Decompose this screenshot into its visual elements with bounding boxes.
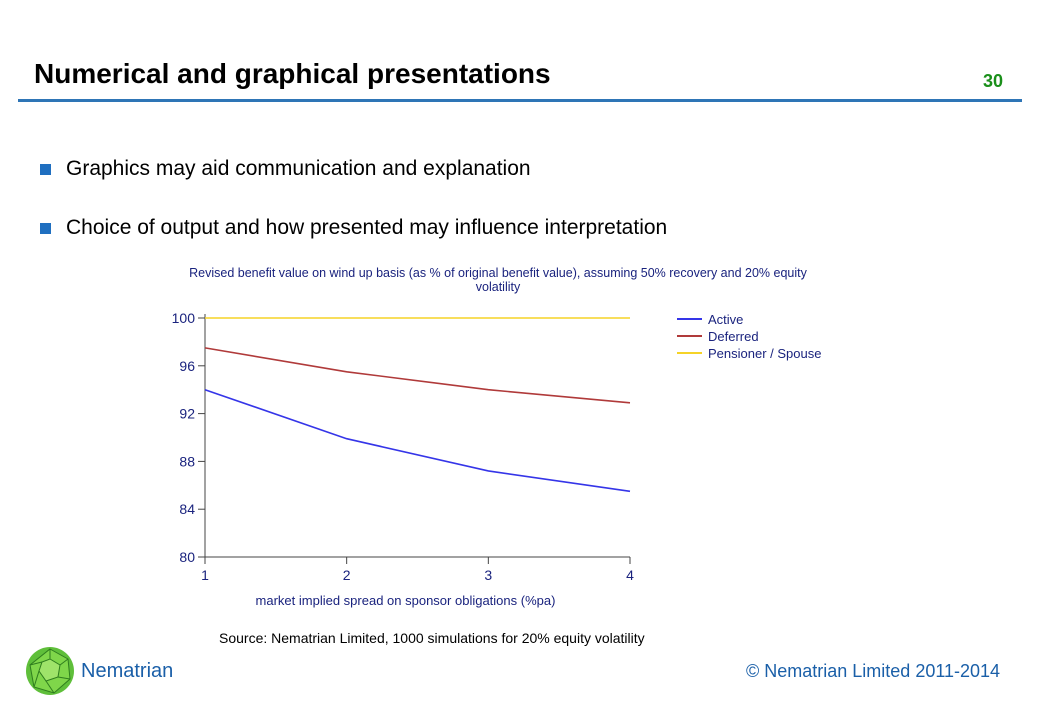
bullet-text: Choice of output and how presented may i… <box>66 216 668 239</box>
green-polyhedron-logo-icon <box>26 647 74 695</box>
copyright-notice: © Nematrian Limited 2011-2014 <box>746 661 1001 681</box>
chart-title: volatility <box>476 280 521 294</box>
series-line-deferred <box>204 347 631 404</box>
bullet-item: Graphics may aid communication and expla… <box>40 155 1000 183</box>
square-bullet-icon <box>40 163 51 175</box>
legend-label: Deferred <box>708 329 759 344</box>
source-note: Source: Nematrian Limited, 1000 simulati… <box>219 630 645 646</box>
y-tick-label: 84 <box>179 501 195 517</box>
y-tick-label: 88 <box>179 453 195 469</box>
title-underline <box>18 99 1022 102</box>
bullet-item: Choice of output and how presented may i… <box>40 214 1000 242</box>
x-tick-label: 3 <box>484 567 492 583</box>
chart-title: Revised benefit value on wind up basis (… <box>189 266 807 280</box>
x-axis-label: market implied spread on sponsor obligat… <box>256 593 556 608</box>
square-bullet-icon <box>40 222 51 234</box>
y-tick-label: 92 <box>179 406 195 422</box>
y-tick-label: 96 <box>179 358 195 374</box>
y-tick-label: 80 <box>179 549 195 565</box>
legend-label: Pensioner / Spouse <box>708 346 821 361</box>
x-tick-label: 2 <box>343 567 351 583</box>
y-tick-label: 100 <box>172 310 196 326</box>
legend-label: Active <box>708 312 743 327</box>
slide-title: Numerical and graphical presentations <box>34 58 551 89</box>
bullet-text: Graphics may aid communication and expla… <box>66 157 531 180</box>
brand-name: Nematrian <box>81 660 174 682</box>
series-line-active <box>204 388 631 493</box>
x-tick-label: 1 <box>201 567 209 583</box>
x-tick-label: 4 <box>626 567 634 583</box>
slide-number: 30 <box>983 71 1004 91</box>
